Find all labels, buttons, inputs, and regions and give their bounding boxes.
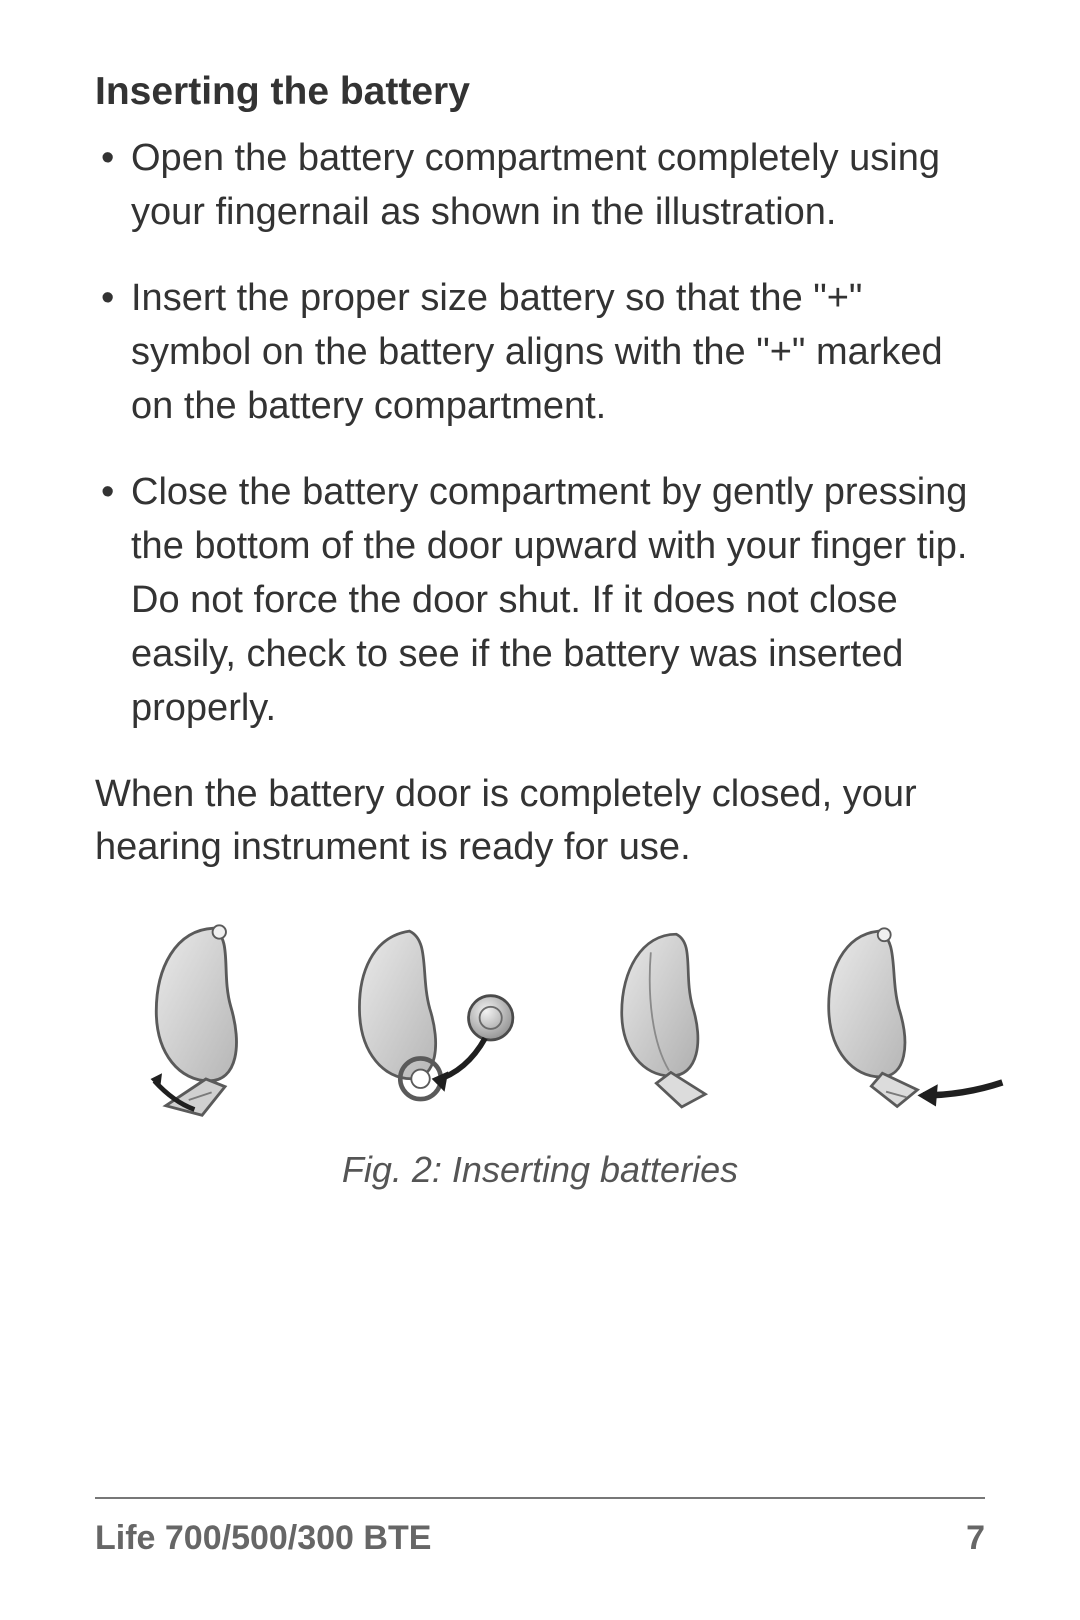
hearing-aid-close-icon: [779, 911, 1019, 1121]
hearing-aid-insert-battery-icon: [319, 911, 559, 1121]
figure-illustration-row: [95, 911, 985, 1121]
hearing-aid-partial-close-icon: [569, 911, 769, 1121]
hearing-aid-open-icon: [99, 911, 309, 1121]
instruction-item: Open the battery compartment completely …: [95, 132, 985, 240]
figure-step-2: [319, 911, 559, 1121]
instruction-list: Open the battery compartment completely …: [95, 132, 985, 736]
footer-page-number: 7: [966, 1519, 985, 1558]
figure-step-3: [569, 911, 769, 1121]
figure-step-1: [99, 911, 309, 1121]
page-footer: Life 700/500/300 BTE 7: [95, 1497, 985, 1558]
figure-caption: Fig. 2: Inserting batteries: [95, 1149, 985, 1191]
instruction-item: Close the battery compartment by gently …: [95, 466, 985, 736]
footer-product: Life 700/500/300 BTE: [95, 1519, 431, 1558]
footer-rule: [95, 1497, 985, 1499]
instruction-item: Insert the proper size battery so that t…: [95, 272, 985, 434]
closing-paragraph: When the battery door is completely clos…: [95, 768, 985, 876]
figure-step-4: [779, 911, 1019, 1121]
section-heading: Inserting the battery: [95, 70, 985, 114]
